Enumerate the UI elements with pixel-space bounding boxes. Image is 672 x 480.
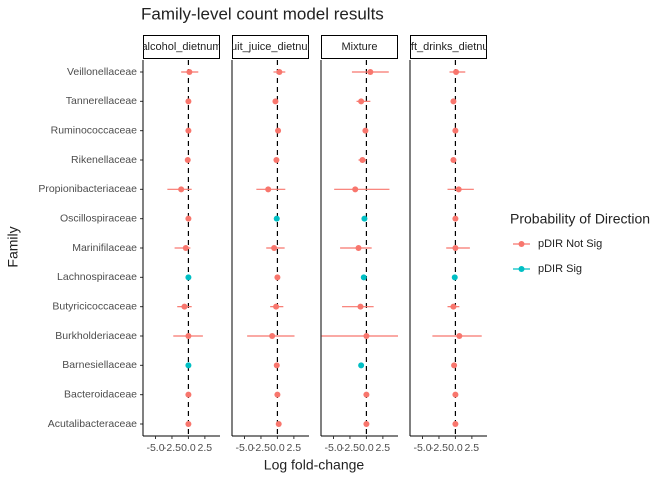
point: [452, 245, 459, 251]
legend-key: [518, 266, 525, 272]
y-tick-label: Propionibacteriaceae: [38, 183, 137, 195]
x-tick-label: 2.5: [287, 442, 302, 454]
point: [185, 98, 192, 105]
y-tick-label: Butyricicoccaceae: [52, 300, 137, 312]
point: [363, 333, 370, 339]
point: [185, 274, 192, 281]
point: [355, 245, 362, 251]
x-tick-label: 2.5: [465, 442, 480, 454]
point: [273, 362, 280, 369]
legend-label: pDIR Sig: [538, 263, 582, 275]
y-tick-label: Ruminococcaceae: [51, 124, 138, 136]
x-tick-label: -2.5: [341, 442, 359, 454]
point: [181, 303, 188, 310]
point: [452, 391, 459, 398]
y-tick-label: Bacteroidaceae: [64, 388, 137, 400]
y-tick-label: Barnesiellaceae: [62, 359, 137, 371]
x-tick-label: -2.5: [430, 442, 448, 454]
y-tick-label: Rikenellaceae: [71, 154, 137, 166]
point: [358, 362, 365, 369]
point: [453, 69, 460, 75]
point: [184, 157, 191, 163]
y-tick-label: Veillonellaceae: [67, 66, 137, 78]
point: [275, 421, 282, 427]
legend-key: [518, 241, 525, 247]
x-tick-label: 0.0: [181, 442, 196, 454]
point: [185, 127, 192, 134]
strip: [321, 35, 398, 59]
point: [265, 186, 272, 193]
point: [452, 127, 459, 134]
y-tick-label: Acutalibacteraceae: [48, 418, 137, 430]
legend-label: pDIR Not Sig: [538, 238, 602, 250]
point: [451, 274, 458, 281]
point: [274, 391, 281, 398]
point: [272, 98, 279, 105]
point: [185, 421, 192, 427]
y-tick-label: Lachnospiraceae: [57, 271, 137, 283]
x-tick-label: -5.0: [235, 442, 253, 454]
point: [456, 333, 463, 339]
x-tick-label: 0.0: [448, 442, 463, 454]
point: [367, 69, 374, 75]
point: [358, 98, 365, 105]
x-tick-label: 2.5: [198, 442, 213, 454]
x-tick-label: 2.5: [376, 442, 391, 454]
point: [363, 421, 370, 427]
point: [359, 157, 366, 163]
strip-label: alcohol_dietnum: [141, 41, 221, 53]
point: [185, 391, 192, 398]
strip: [410, 35, 487, 59]
point: [357, 303, 364, 310]
y-tick-label: Tannerellaceae: [66, 95, 137, 107]
strip: [143, 35, 220, 59]
x-axis-title: Log fold-change: [264, 457, 365, 473]
point: [451, 362, 458, 369]
x-tick-label: -2.5: [252, 442, 270, 454]
strip-label: soft_drinks_dietnum: [399, 41, 497, 53]
x-tick-label: -5.0: [146, 442, 164, 454]
strip-label: fruit_juice_dietnum: [224, 41, 316, 53]
point: [276, 69, 283, 75]
x-tick-label: -2.5: [163, 442, 181, 454]
point: [182, 245, 189, 251]
point: [363, 391, 370, 398]
y-tick-label: Oscillospiraceae: [60, 212, 137, 224]
point: [274, 274, 281, 281]
point: [186, 69, 193, 75]
point: [273, 215, 280, 222]
legend-title: Probability of Direction: [510, 211, 650, 227]
point: [352, 186, 359, 193]
point: [269, 333, 276, 339]
x-tick-label: 0.0: [359, 442, 374, 454]
y-tick-label: Marinifilaceae: [72, 242, 137, 254]
point: [452, 215, 459, 222]
point: [178, 186, 185, 193]
point: [450, 157, 457, 163]
point: [452, 421, 459, 427]
point: [273, 303, 280, 310]
point: [450, 303, 457, 310]
y-tick-label: Burkholderiaceae: [55, 330, 137, 342]
point: [185, 362, 192, 369]
x-tick-label: -5.0: [324, 442, 342, 454]
x-tick-label: -5.0: [413, 442, 431, 454]
point: [361, 215, 368, 222]
point: [185, 333, 192, 339]
x-tick-label: 0.0: [270, 442, 285, 454]
point: [275, 127, 282, 134]
strip-label: Mixture: [341, 41, 377, 53]
point: [450, 98, 457, 105]
point: [273, 157, 280, 163]
point: [185, 215, 192, 222]
y-axis-title: Family: [5, 226, 21, 267]
point: [271, 245, 278, 251]
point: [360, 274, 367, 281]
chart-title: Family-level count model results: [141, 4, 384, 23]
strip: [232, 35, 309, 59]
point: [455, 186, 462, 193]
point: [362, 127, 369, 134]
